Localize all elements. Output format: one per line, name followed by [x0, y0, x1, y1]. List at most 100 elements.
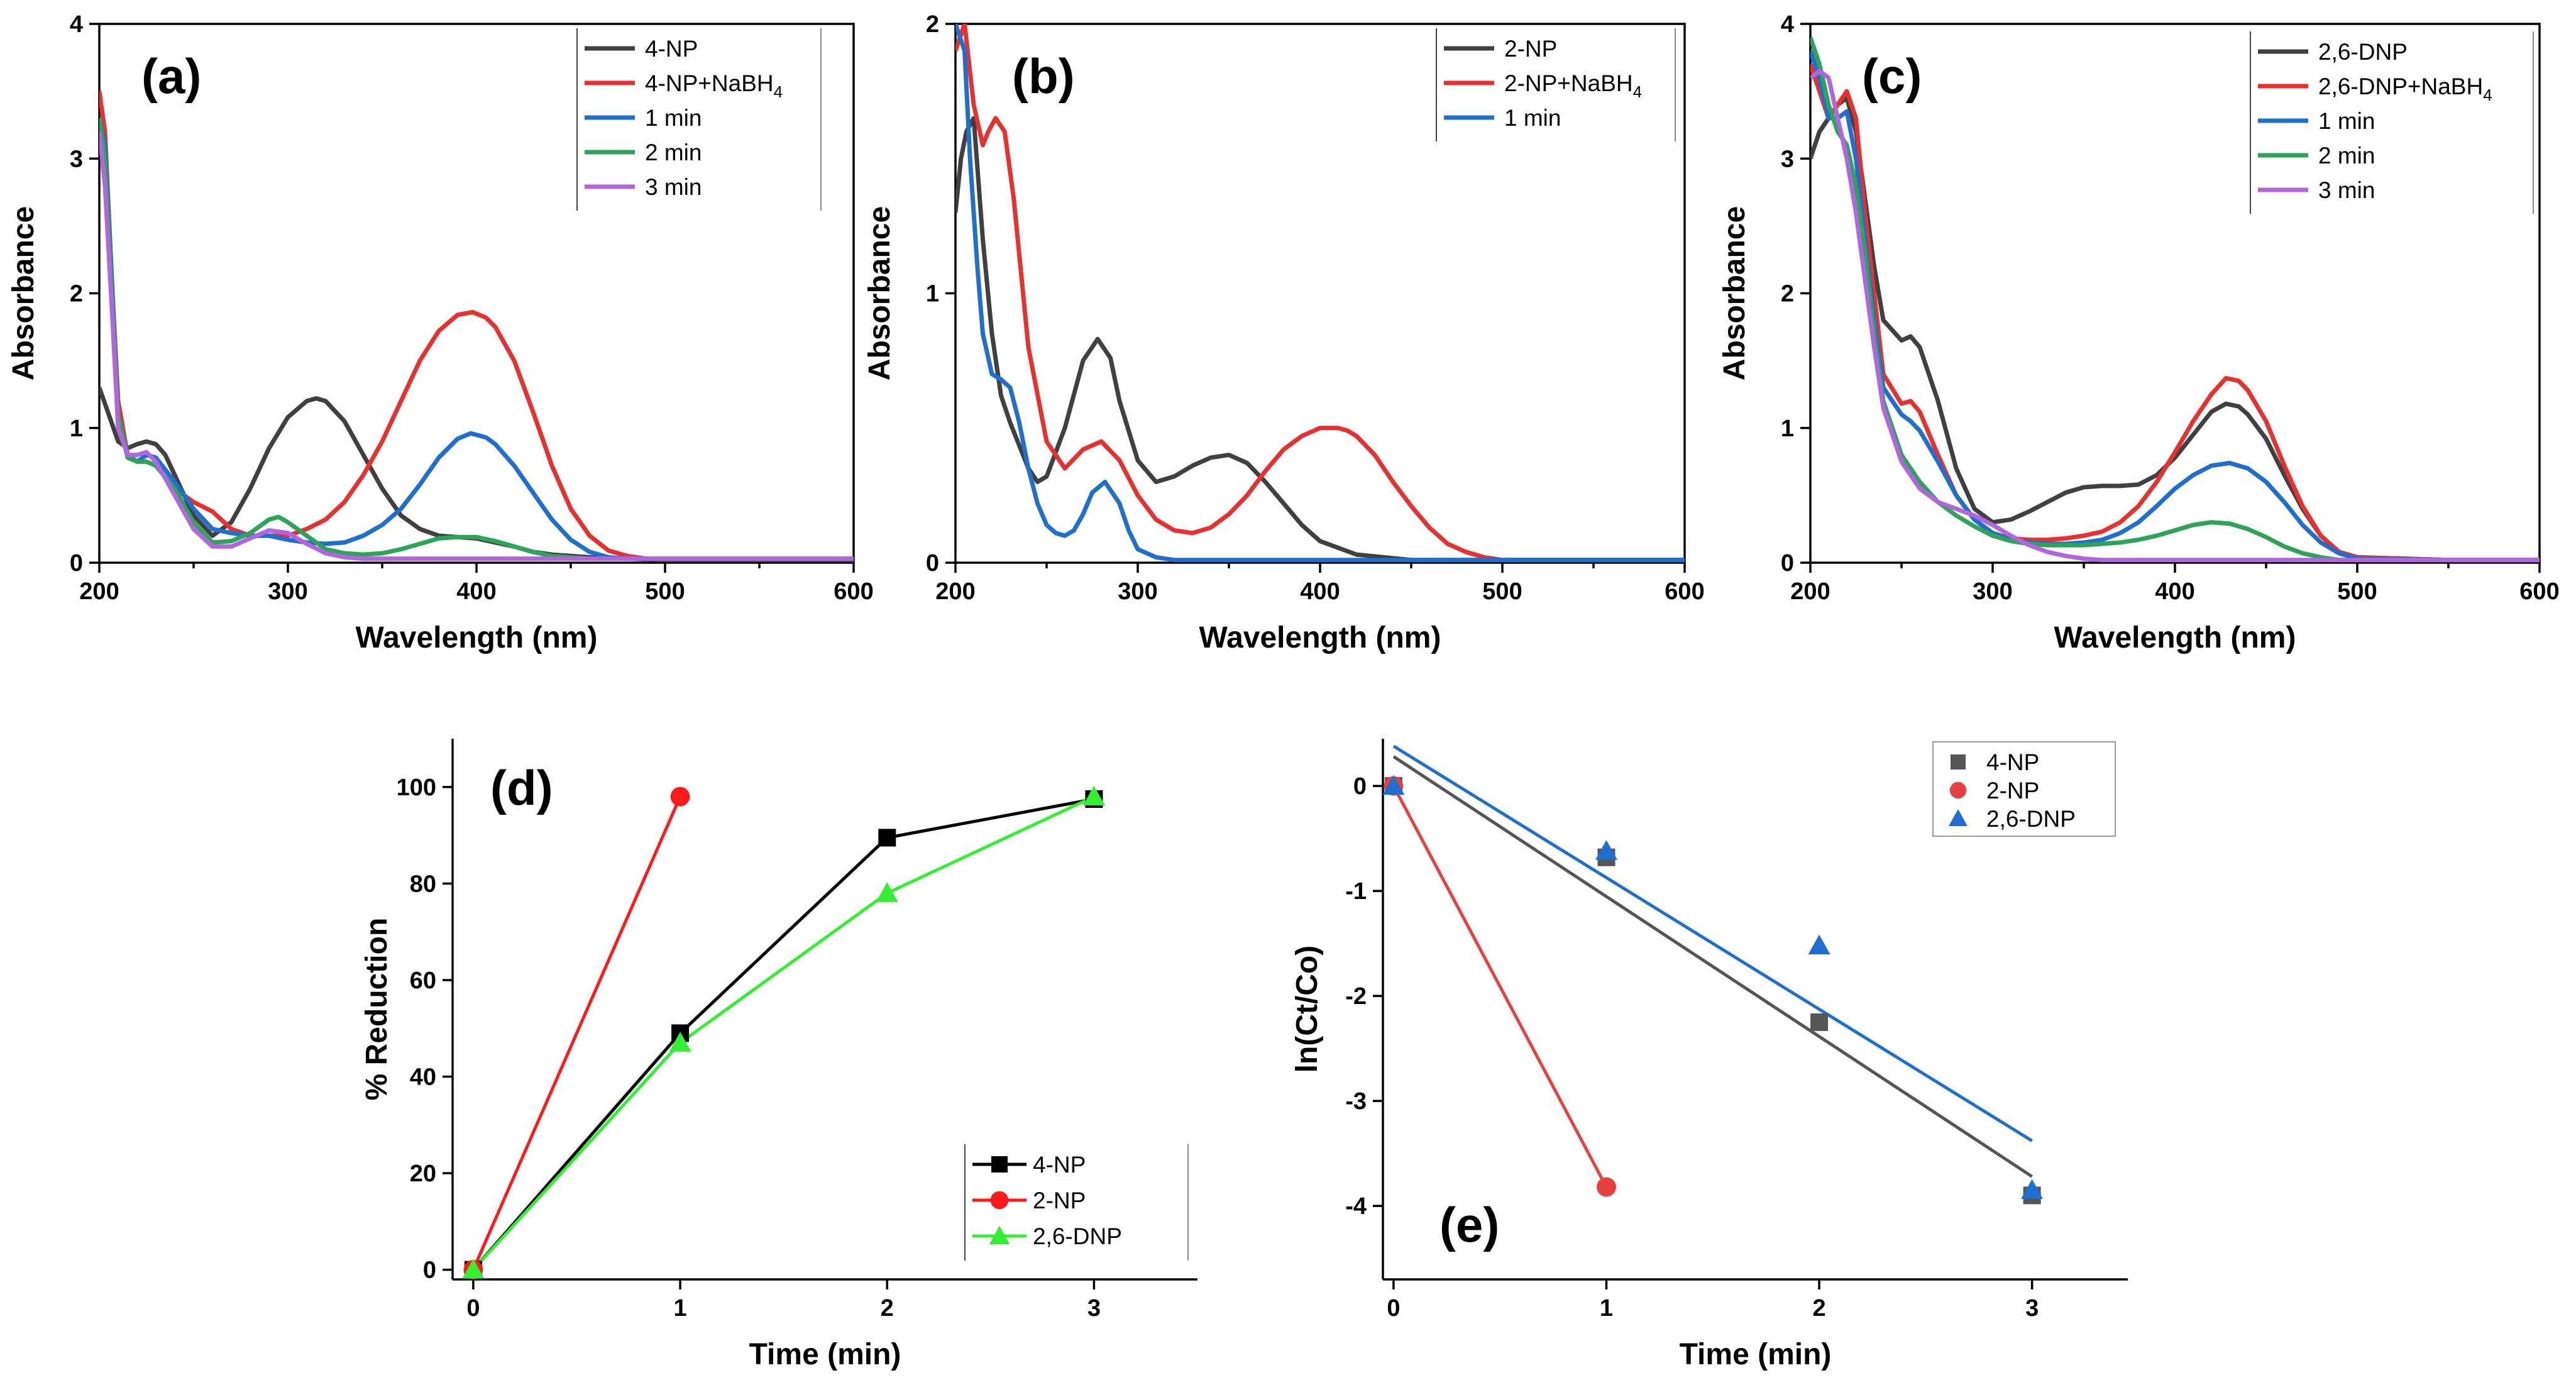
x-tick-label: 1 [1600, 1295, 1613, 1322]
data-point [462, 1259, 485, 1279]
y-tick-label: 4 [70, 11, 83, 38]
legend-label: 2 min [2318, 143, 2375, 168]
y-tick-label: 2 [70, 281, 83, 307]
x-tick-label: 300 [268, 578, 307, 605]
x-axis-label: Time (min) [1680, 1338, 1832, 1371]
legend-marker [1949, 781, 1967, 799]
x-tick-label: 600 [1665, 578, 1704, 605]
x-tick-label: 300 [1118, 578, 1157, 605]
data-point [2021, 1179, 2044, 1200]
x-tick-label: 300 [1973, 578, 2012, 605]
panel-1: 200 300 400 500 600 0 1 2 Wavelength (nm) Absorba… [863, 11, 1705, 654]
x-axis-label: Wavelength (nm) [356, 621, 598, 654]
legend-label: 2-NP [1504, 36, 1557, 62]
x-axis-label: Wavelength (nm) [1199, 621, 1441, 654]
series-line [1810, 63, 2540, 563]
panel-4: 0 1 2 3 0 -1 -2 -3 -4 Time (min) ln(Ct/Co) (e) 4-NP 2… [1291, 739, 2128, 1371]
legend-marker [1949, 809, 1968, 826]
legend-label: 4-NP [645, 36, 698, 62]
x-tick-label: 3 [1087, 1295, 1101, 1322]
x-tick-label: 2 [881, 1295, 894, 1322]
legend-label: 2-NP+NaBH4 [1504, 70, 1642, 101]
y-axis-label: Absorbance [7, 206, 40, 380]
data-point [876, 882, 898, 902]
x-tick-label: 400 [456, 578, 496, 605]
legend-label: 4-NP [1986, 749, 2039, 775]
x-tick-label: 600 [2519, 578, 2559, 605]
legend-label: 4-NP+NaBH4 [645, 70, 783, 101]
x-tick-label: 0 [1387, 1295, 1400, 1322]
y-tick-label: 2 [926, 11, 939, 38]
y-tick-label: 4 [1781, 11, 1794, 38]
legend-label: 1 min [1504, 105, 1561, 131]
y-tick-label: -3 [1345, 1088, 1367, 1115]
series-line [472, 797, 1094, 1271]
y-tick-label: 0 [1781, 550, 1794, 577]
data-point [1810, 1013, 1829, 1031]
data-point [669, 1032, 691, 1052]
data-point [1082, 785, 1105, 806]
series-line [955, 24, 1685, 563]
y-tick-label: 0 [926, 550, 939, 577]
y-tick-label: 40 [410, 1064, 436, 1091]
series-line [955, 116, 1685, 563]
plot-area [1392, 744, 2034, 1188]
legend-label: 2 min [645, 140, 702, 165]
legend-label: 1 min [2318, 108, 2375, 134]
legend-label: 1 min [645, 105, 702, 131]
x-tick-label: 0 [466, 1295, 480, 1322]
x-axis-label: Wavelength (nm) [2054, 621, 2296, 654]
y-axis-label: Absorbance [1718, 206, 1751, 380]
legend: 2-NP 2-NP+NaBH4 1 min [1436, 28, 1676, 141]
legend-marker [991, 1156, 1008, 1173]
series-line [99, 131, 854, 561]
series-line [955, 24, 1685, 563]
legend-label: 3 min [2318, 177, 2375, 203]
y-tick-label: 20 [410, 1161, 436, 1187]
legend-marker [1951, 754, 1966, 770]
panel-label: (e) [1439, 1197, 1499, 1252]
x-tick-label: 200 [1790, 578, 1830, 605]
y-axis-label: ln(Ct/Co) [1291, 946, 1324, 1073]
y-axis-label: Absorbance [863, 206, 896, 380]
plot-area [1810, 36, 2540, 563]
legend-marker [990, 1191, 1009, 1210]
legend-label: 2,6-DNP+NaBH4 [2318, 74, 2492, 104]
x-tick-label: 2 [1813, 1295, 1826, 1322]
plot-area [955, 24, 1685, 563]
fit-line [1392, 785, 1608, 1188]
legend-label: 3 min [645, 174, 702, 200]
legend-label: 2,6-DNP [1033, 1223, 1122, 1249]
legend-subscript: 4 [2483, 86, 2492, 104]
legend-label: 2-NP [1033, 1188, 1086, 1213]
series-line [1810, 69, 2540, 563]
panel-2: 200 300 400 500 600 0 1 2 3 4 Wavelength (nm) Absor… [1718, 11, 2560, 654]
x-tick-label: 200 [935, 578, 975, 605]
y-tick-label: 1 [1781, 416, 1794, 442]
x-tick-label: 1 [674, 1295, 687, 1322]
panel-label: (a) [141, 48, 201, 104]
x-tick-label: 400 [1300, 578, 1340, 605]
data-point [1808, 934, 1830, 954]
x-tick-label: 500 [645, 578, 685, 605]
x-tick-label: 600 [834, 578, 873, 605]
legend: 4-NP 2-NP 2,6-DNP [964, 1144, 1189, 1261]
x-tick-label: 400 [2155, 578, 2194, 605]
legend: 4-NP 2-NP 2,6-DNP [1932, 741, 2116, 837]
legend: 4-NP 4-NP+NaBH4 1 min 2 min 3 min [576, 28, 822, 211]
panel-label: (b) [1012, 48, 1075, 104]
y-tick-label: 0 [1353, 773, 1367, 800]
series-line [471, 796, 682, 1271]
plot-area [99, 91, 854, 563]
x-axis-label: Time (min) [749, 1338, 901, 1371]
data-point [878, 829, 896, 847]
fit-line [1392, 755, 2034, 1178]
legend-label: 2,6-DNP [2318, 39, 2408, 65]
data-point [1595, 840, 1617, 860]
y-tick-label: 0 [423, 1257, 436, 1284]
y-tick-label: 80 [410, 871, 436, 897]
y-tick-label: 0 [70, 550, 83, 577]
legend-marker [989, 1225, 1010, 1244]
x-tick-label: 3 [2025, 1295, 2039, 1322]
